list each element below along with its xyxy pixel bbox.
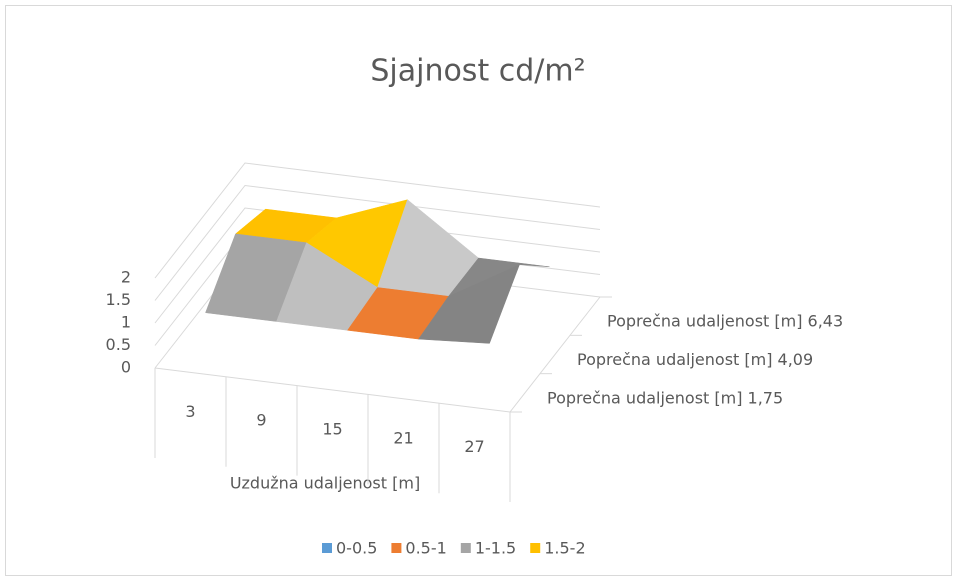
- surface-patch: [418, 264, 520, 344]
- grid-line: [154, 207, 601, 324]
- legend-swatch: [530, 543, 541, 553]
- x-axis-title: Uzdužna udaljenost [m]: [230, 474, 420, 493]
- grid-line: [154, 162, 601, 279]
- depth-tick-label: Poprečna udaljenost [m] 1,75: [547, 388, 783, 407]
- legend-label: 1.5-2: [544, 539, 585, 558]
- legend-swatch: [322, 543, 332, 553]
- chart-title: Sjajnost cd/m²: [370, 54, 585, 89]
- legend-label: 1-1.5: [475, 539, 516, 558]
- z-tick-label: 1.5: [106, 290, 131, 309]
- x-tick-label: 21: [393, 428, 413, 447]
- x-tick-label: 3: [185, 402, 195, 421]
- z-tick-label: 2: [121, 268, 131, 287]
- depth-tick-label: Poprečna udaljenost [m] 6,43: [607, 312, 843, 331]
- legend-label: 0.5-1: [405, 539, 446, 558]
- x-tick-label: 27: [464, 437, 484, 456]
- depth-tick-label: Poprečna udaljenost [m] 4,09: [577, 350, 813, 369]
- legend-swatch: [391, 543, 402, 553]
- z-tick-label: 0.5: [106, 335, 131, 354]
- grid-line: [154, 184, 601, 301]
- x-tick-label: 9: [256, 411, 266, 430]
- x-tick-label: 15: [322, 420, 342, 439]
- z-tick-label: 0: [121, 358, 131, 377]
- legend-swatch: [460, 543, 471, 553]
- z-tick-label: 1: [121, 313, 131, 332]
- legend-label: 0-0.5: [336, 539, 377, 558]
